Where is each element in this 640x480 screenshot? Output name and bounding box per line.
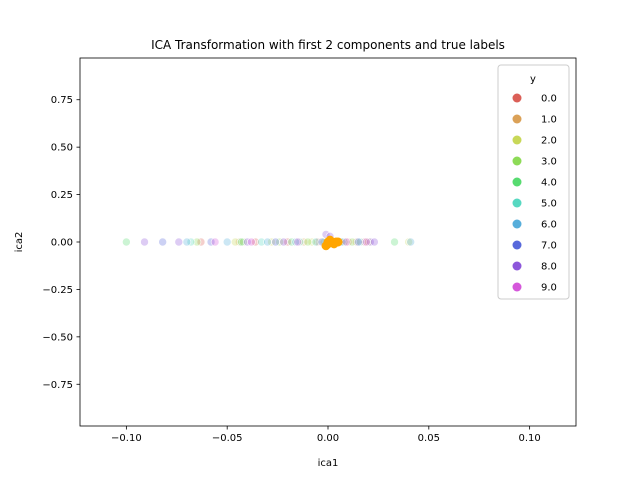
- scatter-point: [247, 237, 256, 247]
- scatter-point: [341, 237, 351, 247]
- legend-label: 0.0: [541, 94, 557, 105]
- scatter-point: [353, 237, 363, 247]
- scatter-point: [362, 237, 371, 247]
- x-tick-label: −0.05: [212, 433, 243, 444]
- highlight-points: [321, 235, 343, 251]
- legend-label: 3.0: [541, 157, 557, 168]
- y-tick-label: −0.25: [42, 285, 73, 296]
- scatter-point: [293, 237, 303, 247]
- scatter-point: [370, 237, 379, 247]
- scatter-point: [404, 237, 413, 247]
- legend-label: 1.0: [541, 115, 557, 126]
- x-tick-label: 0.00: [317, 433, 339, 444]
- scatter-point: [158, 237, 167, 247]
- scatter-point: [263, 237, 272, 247]
- scatter-point: [210, 237, 220, 247]
- legend-label: 5.0: [541, 199, 557, 210]
- legend-marker: [512, 93, 522, 103]
- legend-marker: [512, 240, 522, 250]
- legend-marker: [512, 261, 522, 271]
- legend: y 0.0 1.0 2.0 3.0 4.0 5.0 6.0 7.0 8.0 9.0: [497, 64, 570, 300]
- y-tick-label: 0.25: [51, 190, 73, 201]
- highlight-point: [333, 237, 343, 247]
- scatter-point: [140, 237, 149, 247]
- legend-label: 4.0: [541, 178, 557, 189]
- legend-marker: [512, 177, 522, 187]
- scatter-point: [390, 237, 399, 247]
- legend-label: 2.0: [541, 136, 557, 147]
- y-tick-label: −0.50: [42, 332, 73, 343]
- legend-box: [497, 64, 570, 300]
- scatter-point: [192, 237, 202, 247]
- legend-marker: [512, 135, 522, 145]
- legend-marker: [512, 219, 522, 229]
- x-tick-label: 0.05: [418, 433, 440, 444]
- y-axis-ticks: 0.75 0.50 0.25 0.00 −0.25 −0.50 −0.75: [42, 95, 80, 391]
- y-axis-label: ica2: [14, 232, 25, 253]
- highlight-point: [323, 239, 333, 249]
- y-tick-label: 0.50: [51, 143, 73, 154]
- x-tick-label: −0.10: [111, 433, 142, 444]
- y-tick-label: 0.75: [51, 95, 73, 106]
- scatter-point: [303, 237, 313, 247]
- legend-title: y: [530, 74, 536, 85]
- legend-marker: [512, 198, 522, 208]
- legend-label: 9.0: [541, 283, 557, 294]
- y-tick-label: 0.00: [51, 238, 73, 249]
- scatter-point: [122, 237, 131, 247]
- legend-marker: [512, 114, 522, 124]
- legend-marker: [512, 282, 522, 292]
- legend-label: 8.0: [541, 262, 557, 273]
- x-tick-label: 0.10: [518, 433, 540, 444]
- scatter-point: [237, 237, 246, 247]
- scatter-point: [355, 237, 365, 247]
- scatter-point: [222, 237, 232, 247]
- y-tick-label: −0.75: [42, 380, 73, 391]
- legend-marker: [512, 156, 522, 166]
- legend-label: 6.0: [541, 220, 557, 231]
- x-axis-label: ica1: [318, 458, 339, 469]
- legend-entries: 0.0 1.0 2.0 3.0 4.0 5.0 6.0 7.0 8.0 9.0: [512, 93, 557, 294]
- scatter-point: [406, 237, 415, 247]
- scatter-point: [174, 237, 184, 247]
- chart-title: ICA Transformation with first 2 componen…: [151, 38, 505, 52]
- legend-label: 7.0: [541, 241, 557, 252]
- x-axis-ticks: −0.10 −0.05 0.00 0.05 0.10: [111, 426, 541, 444]
- scatter-point: [271, 237, 280, 247]
- scatter-points: [122, 230, 415, 249]
- scatter-point: [279, 237, 288, 247]
- scatter-point: [182, 237, 192, 247]
- scatter-point: [257, 237, 266, 247]
- scatter-point: [291, 237, 301, 247]
- scatter-point: [311, 237, 321, 247]
